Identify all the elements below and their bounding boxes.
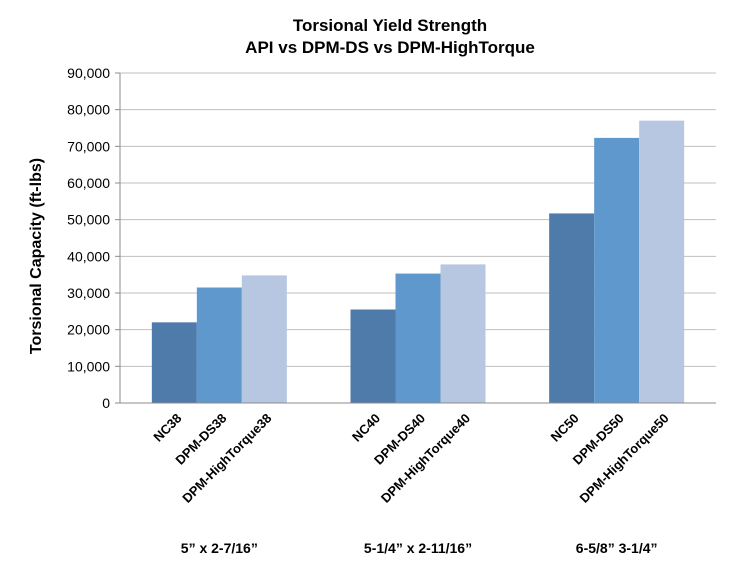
bar bbox=[395, 273, 441, 403]
x-tick-label: DPM-HighTorque50 bbox=[577, 411, 672, 506]
y-tick-label: 30,000 bbox=[67, 285, 110, 301]
bar bbox=[549, 213, 595, 403]
y-tick-label: 90,000 bbox=[67, 65, 110, 81]
bar bbox=[350, 309, 396, 403]
bar bbox=[196, 287, 242, 403]
chart-title: Torsional Yield Strength bbox=[293, 16, 487, 35]
chart-subtitle: API vs DPM-DS vs DPM-HighTorque bbox=[245, 38, 535, 57]
bars bbox=[151, 120, 685, 404]
x-tick-label: DPM-HighTorque38 bbox=[179, 411, 274, 506]
y-tick-label: 50,000 bbox=[67, 212, 110, 228]
y-tick-labels: 0 10,000 20,000 30,000 40,000 50,000 60,000 70,… bbox=[67, 65, 110, 411]
y-tick-label: 70,000 bbox=[67, 138, 110, 154]
y-tick-label: 40,000 bbox=[67, 248, 110, 264]
bar bbox=[594, 137, 640, 403]
bar bbox=[241, 275, 287, 403]
y-tick-label: 0 bbox=[102, 395, 110, 411]
y-tick-label: 80,000 bbox=[67, 102, 110, 118]
y-tick-label: 20,000 bbox=[67, 322, 110, 338]
x-tick-label: NC50 bbox=[548, 411, 582, 445]
bar bbox=[639, 120, 685, 404]
group-label: 5” x 2-7/16” bbox=[181, 540, 258, 556]
bar bbox=[151, 322, 197, 403]
y-tick-label: 60,000 bbox=[67, 175, 110, 191]
x-tick-label: NC40 bbox=[349, 411, 383, 445]
x-tick-label: DPM-HighTorque40 bbox=[378, 411, 473, 506]
group-label: 6-5/8” 3-1/4” bbox=[576, 540, 658, 556]
group-label: 5-1/4” x 2-11/16” bbox=[364, 540, 472, 556]
y-tick-label: 10,000 bbox=[67, 358, 110, 374]
group-labels: 5” x 2-7/16” 5-1/4” x 2-11/16” 6-5/8” 3-1/… bbox=[181, 540, 658, 556]
y-axis-label: Torsional Capacity (ft-lbs) bbox=[28, 158, 45, 354]
bar bbox=[440, 264, 486, 403]
x-tick-label: NC38 bbox=[150, 411, 184, 445]
